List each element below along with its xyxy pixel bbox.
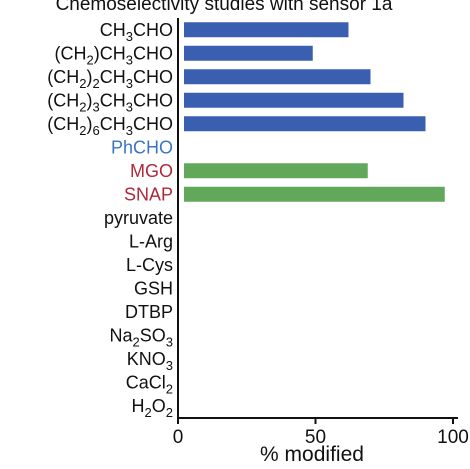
category-label-12: DTBP [125, 302, 173, 322]
bars-group [184, 22, 445, 202]
bar-6 [184, 163, 368, 179]
x-tick-label-0: 0 [173, 427, 184, 448]
bar-4 [184, 116, 426, 132]
category-label-3: (CH2)3CH3CHO [47, 90, 173, 114]
category-labels: CH3CHO(CH2)CH3CHO(CH2)2CH3CHO(CH2)3CH3CH… [47, 20, 173, 420]
category-label-11: GSH [134, 278, 173, 298]
category-label-7: SNAP [124, 184, 173, 204]
category-label-10: L-Cys [126, 255, 173, 275]
category-label-16: H2O2 [132, 396, 173, 420]
category-label-9: L-Arg [129, 231, 173, 251]
x-axis-ticks: 0 50 100 [173, 418, 469, 448]
x-axis-label: % modified [260, 443, 364, 466]
category-label-5: PhCHO [111, 137, 173, 157]
bar-2 [184, 69, 371, 85]
category-label-6: MGO [130, 161, 173, 181]
category-label-13: Na2SO3 [110, 325, 174, 349]
category-label-0: CH3CHO [100, 20, 173, 44]
category-label-14: KNO3 [127, 349, 173, 373]
bar-1 [184, 45, 313, 61]
x-tick-label-2: 100 [437, 427, 469, 448]
chart-title: Chemoselectivity studies with sensor 1a [56, 0, 393, 15]
x-tick-label-1: 50 [305, 427, 326, 448]
category-label-8: pyruvate [104, 208, 173, 228]
category-label-1: (CH2)CH3CHO [55, 43, 173, 67]
bar-3 [184, 92, 404, 108]
category-label-15: CaCl2 [126, 372, 173, 396]
bar-0 [184, 22, 349, 38]
category-label-2: (CH2)2CH3CHO [47, 67, 173, 91]
bar-7 [184, 186, 445, 202]
category-label-4: (CH2)6CH3CHO [47, 114, 173, 138]
